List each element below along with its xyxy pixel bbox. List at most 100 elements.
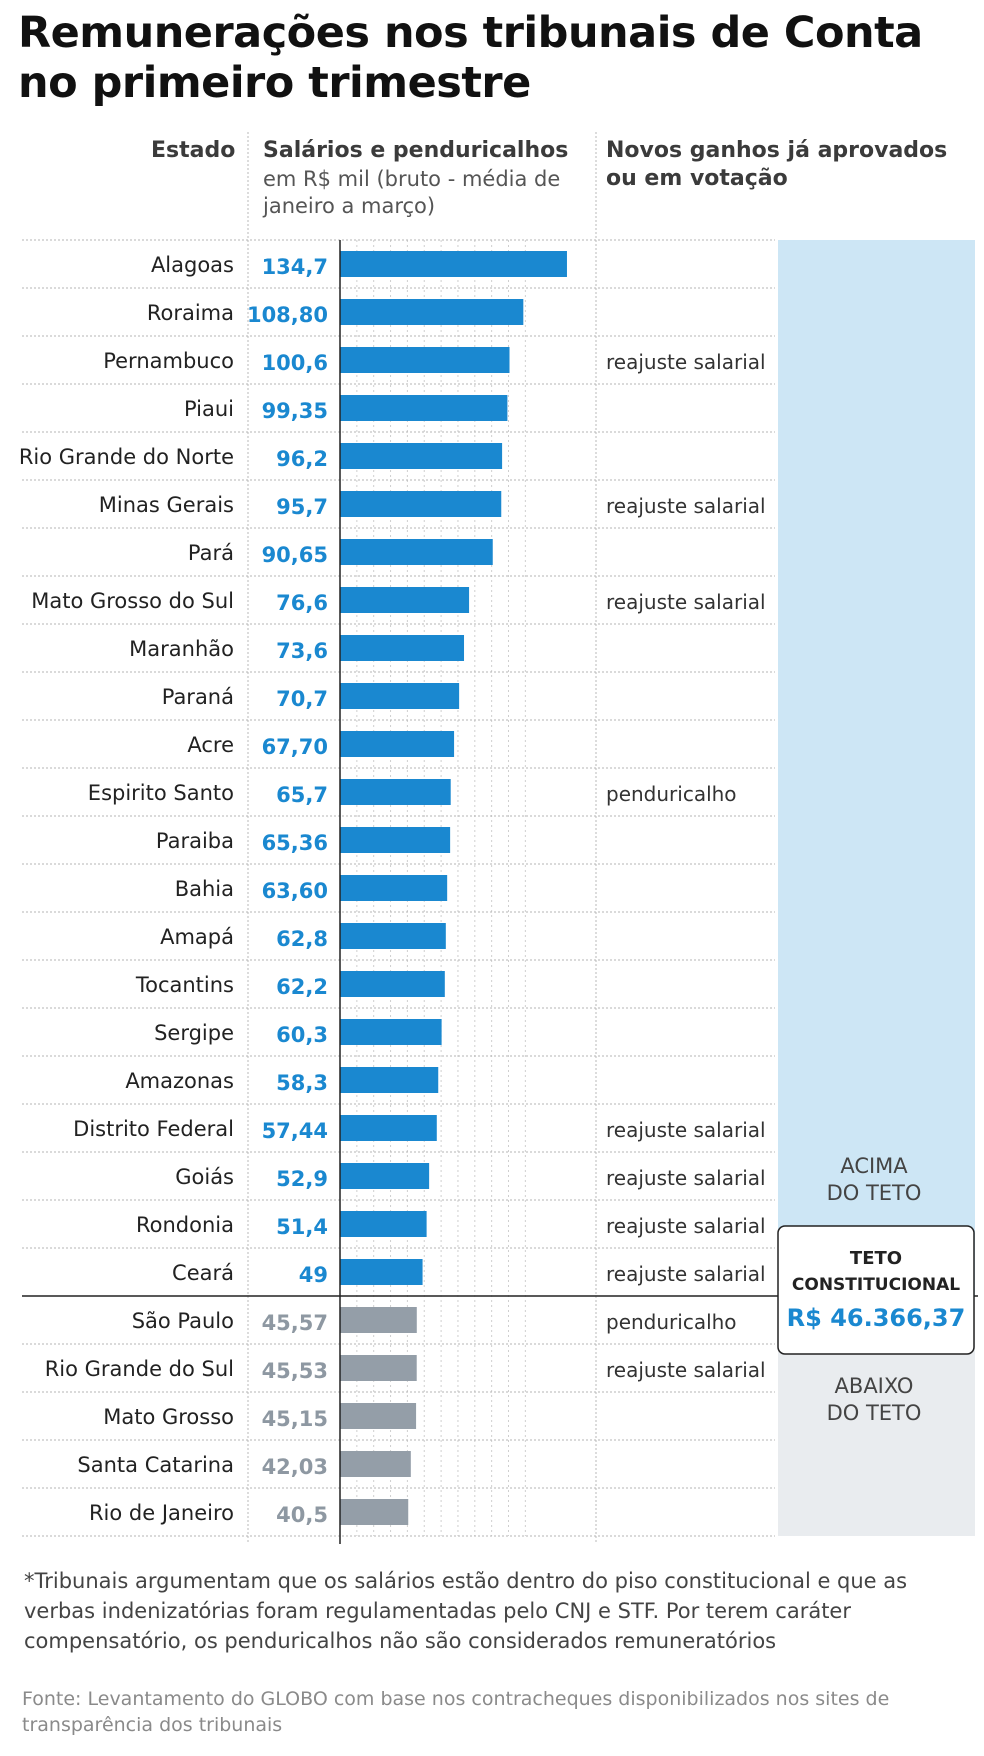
value-label: 45,15 [262,1407,328,1431]
bar [340,827,451,853]
value-label: 58,3 [276,1071,328,1095]
bar [340,1115,437,1141]
value-label: 40,5 [276,1503,328,1527]
bar [340,395,508,421]
bar [340,875,448,901]
state-label: Espirito Santo [88,781,234,805]
state-label: Pernambuco [103,349,234,373]
bar [340,1259,423,1285]
bar [340,1211,427,1237]
value-label: 52,9 [276,1167,328,1191]
new-gain-label: reajuste salarial [606,590,766,614]
column-header-new-gains-2: ou em votação [606,166,788,191]
new-gain-label: reajuste salarial [606,1262,766,1286]
bar [340,539,493,565]
state-label: Pará [188,541,234,565]
state-label: Maranhão [129,637,234,661]
column-header-new-gains-1: Novos ganhos já aprovados [606,138,948,163]
value-label: 96,2 [276,447,328,471]
value-label: 134,7 [262,255,328,279]
value-label: 67,70 [262,735,328,759]
bar [340,1067,439,1093]
value-label: 65,36 [262,831,328,855]
value-label: 57,44 [262,1119,328,1143]
above-ceiling-panel [778,240,975,1296]
state-label: Amazonas [125,1069,234,1093]
state-label: Roraima [147,301,234,325]
value-label: 108,80 [247,303,328,327]
value-label: 62,2 [276,975,328,999]
below-ceiling-label-1: ABAIXO [835,1374,914,1398]
value-label: 76,6 [276,591,328,615]
column-subheader-salary-1: em R$ mil (bruto - média de [263,167,561,191]
bar [340,491,502,517]
ceiling-amount: R$ 46.366,37 [787,1304,966,1332]
state-label: Rio Grande do Sul [45,1357,234,1381]
column-subheader-salary-2: janeiro a março) [263,194,436,218]
source-note: Fonte: Levantamento do GLOBO com base no… [22,1688,890,1736]
ceiling-title-1: TETO [850,1248,902,1269]
bar [340,971,445,997]
value-label: 63,60 [262,879,328,903]
new-gain-label: reajuste salarial [606,350,766,374]
bar [340,1499,409,1525]
value-label: 45,53 [262,1359,328,1383]
state-label: Paraná [162,685,234,709]
bar [340,923,446,949]
state-label: Distrito Federal [73,1117,234,1141]
value-label: 62,8 [276,927,328,951]
value-label: 70,7 [276,687,328,711]
value-label: 51,4 [276,1215,328,1239]
new-gain-label: reajuste salarial [606,1166,766,1190]
bar [340,587,470,613]
chart-title: Remunerações nos tribunais de Conta no p… [18,8,923,108]
state-label: Mato Grosso [103,1405,234,1429]
new-gain-label: reajuste salarial [606,1214,766,1238]
state-label: Mato Grosso do Sul [31,589,234,613]
bar [340,1451,411,1477]
bar [340,635,465,661]
state-label: Santa Catarina [77,1453,234,1477]
below-ceiling-label-2: DO TETO [827,1401,922,1425]
state-label: Rondonia [136,1213,234,1237]
bar [340,299,524,325]
value-label: 45,57 [262,1311,328,1335]
state-label: São Paulo [132,1309,234,1333]
state-label: Ceará [172,1261,234,1285]
value-label: 60,3 [276,1023,328,1047]
ceiling-title-2: CONSTITUCIONAL [792,1275,960,1295]
value-label: 42,03 [262,1455,328,1479]
bar [340,251,567,277]
state-label: Minas Gerais [99,493,234,517]
state-label: Amapá [160,925,234,949]
state-label: Acre [187,733,234,757]
column-header-state: Estado [151,138,236,163]
bar [340,1355,417,1381]
state-label: Paraiba [156,829,234,853]
bar [340,1403,417,1429]
new-gain-label: reajuste salarial [606,1118,766,1142]
bar [340,731,455,757]
state-label: Rio de Janeiro [89,1501,234,1525]
bar [340,683,460,709]
state-label: Goiás [175,1165,234,1189]
salary-bar-chart: Alagoas 134,7 Roraima 108,80 Pernambuco 100,6… [19,132,978,1544]
state-label: Piaui [184,397,234,421]
bar [340,347,510,373]
new-gain-label: reajuste salarial [606,1358,766,1382]
new-gain-label: penduricalho [606,782,737,806]
ceiling-box [777,1225,975,1355]
bar [340,1019,442,1045]
state-label: Bahia [175,877,234,901]
value-label: 100,6 [262,351,328,375]
bar [340,1163,430,1189]
new-gain-label: reajuste salarial [606,494,766,518]
value-label: 95,7 [276,495,328,519]
bar [340,779,451,805]
value-label: 99,35 [262,399,328,423]
footnote: *Tribunais argumentam que os salários es… [24,1569,908,1653]
column-header-salary: Salários e penduricalhos [263,138,569,163]
new-gain-label: penduricalho [606,1310,737,1334]
bar [340,443,503,469]
value-label: 90,65 [262,543,328,567]
